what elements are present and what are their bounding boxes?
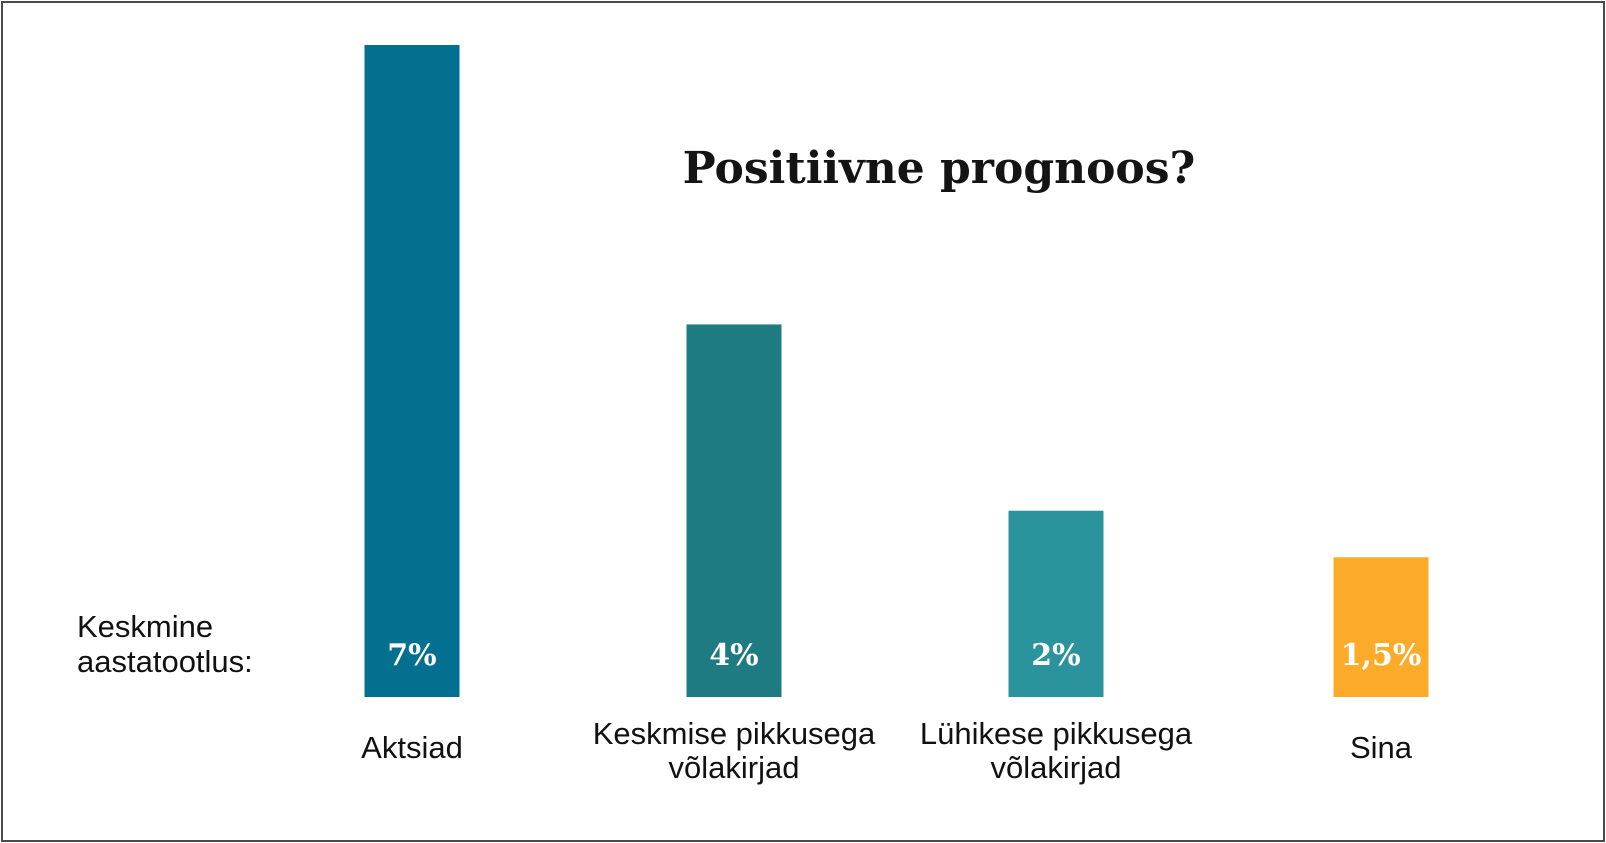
chart-title: Positiivne prognoos? bbox=[683, 143, 1196, 194]
bar-1 bbox=[364, 45, 460, 697]
bar-chart: Positiivne prognoos? Keskmine aastatootl… bbox=[77, 45, 1429, 785]
category-label-2-line-1: Keskmise pikkusega bbox=[593, 716, 876, 751]
bar-4 bbox=[1333, 557, 1429, 697]
category-label-3-line-2: võlakirjad bbox=[991, 750, 1122, 785]
row-label-line-2: aastatootlus: bbox=[77, 644, 253, 679]
row-label-line-1: Keskmine bbox=[77, 609, 213, 644]
value-label-1: 7% bbox=[387, 638, 436, 673]
value-label-4: 1,5% bbox=[1341, 638, 1422, 673]
bar-2 bbox=[686, 324, 782, 697]
category-label-3-line-1: Lühikese pikkusega bbox=[920, 716, 1193, 751]
category-label-1-line-1: Aktsiad bbox=[361, 730, 463, 765]
value-label-2: 4% bbox=[709, 638, 758, 673]
category-label-4-line-1: Sina bbox=[1350, 730, 1413, 765]
category-label-2-line-2: võlakirjad bbox=[669, 750, 800, 785]
bar-3 bbox=[1008, 510, 1104, 697]
value-label-3: 2% bbox=[1031, 638, 1080, 673]
